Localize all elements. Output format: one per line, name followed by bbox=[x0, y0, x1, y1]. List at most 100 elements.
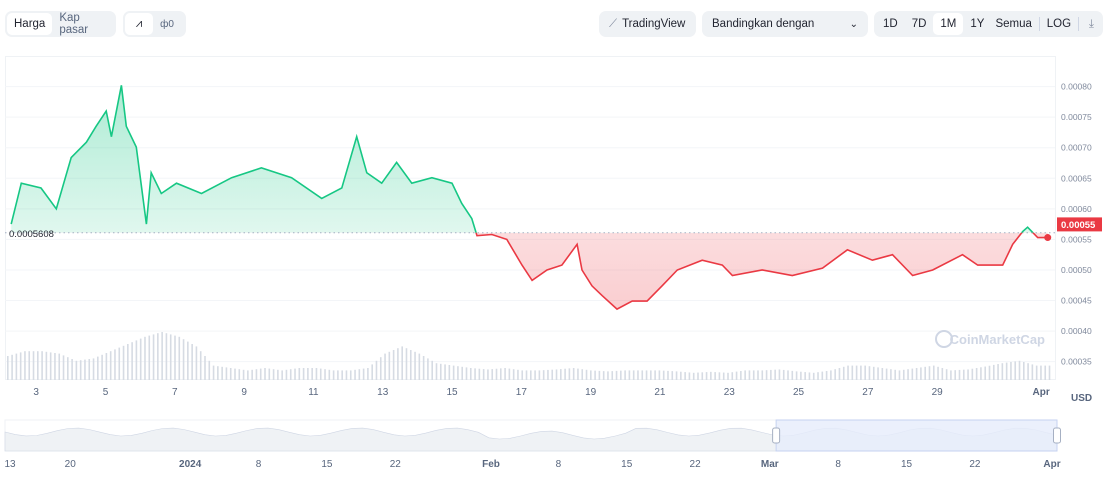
volume-bar bbox=[358, 369, 361, 380]
volume-bar bbox=[199, 351, 202, 380]
volume-bar bbox=[804, 372, 806, 380]
volume-bar bbox=[457, 366, 459, 380]
volume-bar bbox=[491, 369, 494, 380]
volume-bar bbox=[967, 369, 969, 380]
range-1m[interactable]: 1M bbox=[933, 13, 964, 35]
volume-bar bbox=[834, 369, 836, 380]
volume-bar bbox=[770, 369, 772, 380]
divider bbox=[1078, 17, 1079, 31]
volume-bar bbox=[242, 369, 245, 380]
volume-bar bbox=[641, 370, 644, 380]
volume-bar bbox=[427, 358, 429, 380]
volume-bar bbox=[538, 370, 541, 380]
volume-bar bbox=[667, 370, 669, 380]
tab-market-cap[interactable]: Kap pasar bbox=[59, 12, 89, 36]
volume-bar bbox=[517, 369, 519, 380]
tradingview-button[interactable]: ⟋ TradingView bbox=[599, 11, 696, 37]
volume-bar bbox=[997, 364, 999, 380]
volume-bar bbox=[1010, 362, 1012, 380]
navigator-selection[interactable] bbox=[775, 419, 1058, 452]
x-tick-label: 9 bbox=[241, 387, 247, 398]
volume-bar bbox=[710, 371, 712, 380]
volume-bar bbox=[680, 371, 682, 380]
volume-bar bbox=[178, 336, 181, 380]
volume-bar bbox=[632, 370, 635, 380]
volume-bar bbox=[825, 371, 828, 380]
volume-bar bbox=[234, 368, 236, 380]
volume-bar bbox=[937, 366, 939, 380]
range-1d[interactable]: 1D bbox=[883, 18, 898, 30]
current-price-label: 0.00055 bbox=[1061, 220, 1096, 231]
volume-bar bbox=[405, 348, 408, 380]
download-icon[interactable]: ⤓ bbox=[1088, 17, 1094, 30]
volume-bar bbox=[795, 371, 798, 380]
volume-bar bbox=[555, 369, 558, 380]
compare-dropdown[interactable]: Bandingkan dengan ⌄ bbox=[702, 11, 868, 37]
area-above bbox=[11, 85, 1034, 233]
volume-bar bbox=[397, 348, 399, 380]
volume-bar bbox=[217, 366, 219, 380]
y-tick-label: 0.00080 bbox=[1061, 82, 1092, 92]
navigator-right-handle[interactable] bbox=[1053, 427, 1061, 444]
volume-bar bbox=[238, 369, 241, 380]
volume-bar bbox=[847, 365, 849, 380]
volume-bar bbox=[864, 365, 866, 380]
volume-bar bbox=[911, 368, 914, 380]
chevron-down-icon: ⌄ bbox=[849, 18, 858, 30]
volume-bar bbox=[637, 370, 639, 380]
volume-bar bbox=[1022, 362, 1025, 380]
volume-bar bbox=[748, 370, 751, 380]
navigator-label: 13 bbox=[4, 459, 16, 470]
range-1y[interactable]: 1Y bbox=[970, 18, 985, 30]
volume-bar bbox=[1048, 365, 1051, 380]
y-tick-label: 0.00045 bbox=[1061, 296, 1092, 306]
range-all[interactable]: Semua bbox=[995, 18, 1032, 30]
volume-bar bbox=[401, 346, 403, 380]
volume-bar bbox=[1018, 360, 1021, 380]
log-toggle[interactable]: LOG bbox=[1046, 18, 1072, 30]
y-tick-label: 0.00060 bbox=[1061, 204, 1092, 214]
y-tick-label: 0.00050 bbox=[1061, 265, 1092, 275]
volume-bar bbox=[461, 366, 464, 380]
tab-price[interactable]: Harga bbox=[7, 13, 53, 35]
volume-bar bbox=[139, 338, 142, 380]
volume-bar bbox=[469, 368, 472, 380]
volume-bar bbox=[830, 370, 832, 380]
volume-bar bbox=[1001, 363, 1004, 380]
volume-bar bbox=[212, 365, 215, 380]
x-tick-label: 15 bbox=[446, 387, 458, 398]
volume-bar bbox=[298, 368, 301, 380]
volume-bar bbox=[971, 368, 974, 380]
volume-bar bbox=[564, 368, 566, 380]
line-chart-icon[interactable]: ⩘ bbox=[125, 13, 153, 35]
volume-bar bbox=[568, 368, 571, 380]
candlestick-icon[interactable]: ф0 bbox=[160, 18, 174, 30]
range-7d[interactable]: 7D bbox=[911, 18, 927, 30]
volume-bar bbox=[817, 372, 819, 380]
currency-label: USD bbox=[1071, 393, 1092, 404]
volume-bar bbox=[208, 360, 211, 380]
volume-bar bbox=[812, 372, 815, 380]
volume-bar bbox=[945, 369, 948, 380]
navigator-label: 22 bbox=[969, 459, 981, 470]
x-tick-label: 5 bbox=[103, 387, 109, 398]
volume-bar bbox=[671, 371, 674, 380]
volume-bar bbox=[645, 370, 648, 380]
volume-bar bbox=[431, 360, 434, 380]
volume-bar bbox=[251, 369, 253, 380]
volume-bar bbox=[319, 368, 322, 380]
navigator[interactable]: 13 20 2024 8 15 22 Feb 8 15 22 Mar 8 15 22 Apr bbox=[4, 419, 1061, 470]
volume-bar bbox=[11, 354, 13, 380]
volume-bar bbox=[144, 336, 146, 380]
volume-bar bbox=[362, 368, 365, 380]
watermark: CoinMarketCap bbox=[950, 332, 1045, 347]
volume-bar bbox=[324, 369, 326, 380]
volume-bar bbox=[585, 369, 588, 380]
volume-bar bbox=[898, 370, 901, 380]
volume-bar bbox=[980, 367, 982, 380]
navigator-label: 8 bbox=[556, 459, 562, 470]
volume-bar bbox=[114, 349, 116, 380]
navigator-left-handle[interactable] bbox=[772, 427, 781, 444]
price-line-up bbox=[10, 85, 1035, 233]
